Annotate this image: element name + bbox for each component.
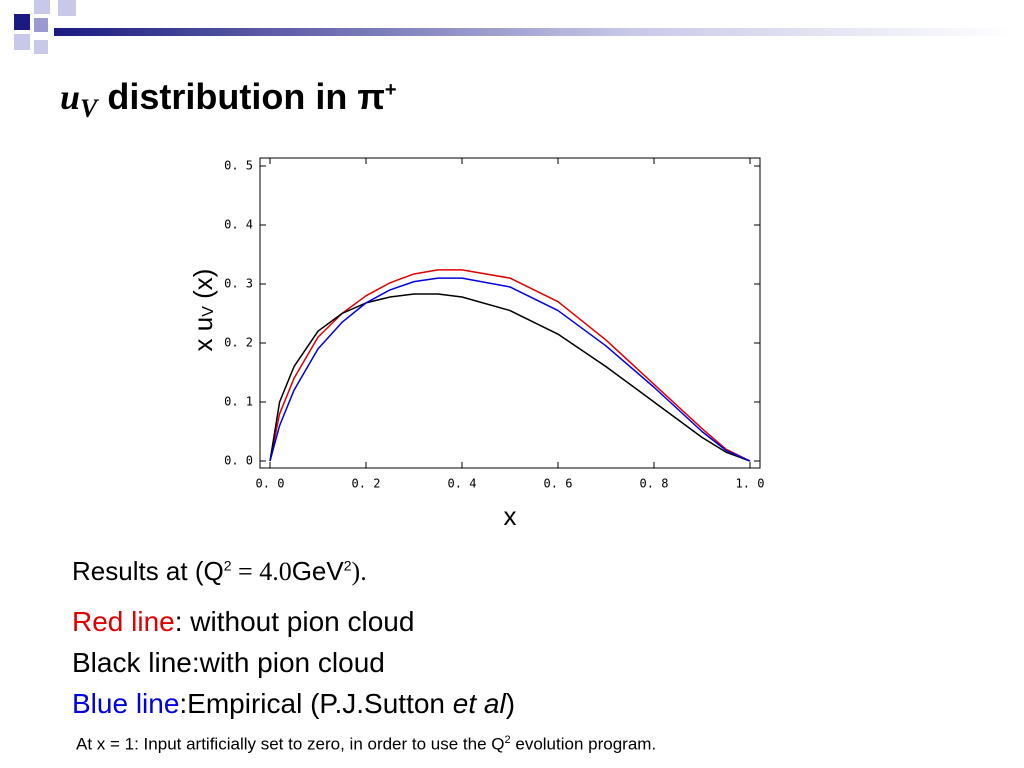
y-tick-label: 0. 2 (224, 336, 253, 350)
results-lead: Results at (72, 556, 188, 586)
y-label-sub: V (200, 306, 217, 317)
y-label-post: (x) (188, 269, 218, 307)
red-key: Red line (72, 606, 175, 637)
x-axis-label: x (504, 501, 517, 531)
y-label-pre: x u (188, 317, 218, 352)
series-line (269, 277, 751, 462)
title-var: u (60, 77, 81, 117)
decoration (0, 0, 1024, 60)
note-sup: 2 (504, 734, 511, 746)
y-tick-label: 0. 1 (224, 395, 253, 409)
y-axis-label: x uV (x) (188, 269, 218, 352)
red-desc: : without pion cloud (174, 606, 415, 637)
series-line (269, 269, 751, 462)
black-line-text: Black line:with pion cloud (72, 647, 385, 678)
y-tick-label: 0. 3 (224, 277, 253, 291)
footnote: At x = 1: Input artificially set to zero… (76, 734, 656, 755)
formula-mid: = 4.0 (231, 557, 292, 586)
title-sub: V (80, 94, 98, 124)
blue-end: ) (505, 688, 516, 719)
results-line: Results at (Q2 = 4.0GeV2). (72, 556, 367, 587)
x-tick-label: 0. 2 (352, 477, 381, 491)
x-tick-label: 0. 8 (640, 477, 669, 491)
blue-ital: et al (452, 688, 506, 719)
blue-desc: :Empirical (P.J.Sutton (179, 688, 453, 719)
formula-open: (Q (194, 556, 224, 586)
formula-sup: 2 (343, 557, 352, 574)
formula-end: ). (351, 557, 367, 586)
y-tick-label: 0. 4 (224, 218, 253, 232)
y-tick-label: 0. 0 (224, 454, 253, 468)
blue-key: Blue line (72, 688, 180, 719)
note-text: At x = 1: Input artificially set to zero… (76, 734, 505, 754)
series-line (269, 293, 751, 462)
y-tick-label: 0. 5 (224, 159, 253, 173)
x-tick-label: 0. 4 (448, 477, 477, 491)
formula-sup: 2 (223, 557, 232, 574)
title-text: distribution in π (107, 76, 385, 117)
title-sup: + (384, 79, 397, 101)
chart: x x uV (x) 0. 0 0. 1 0. 2 0. 3 0. 4 0. 5 0. 0 0… (188, 157, 765, 531)
plot-frame (259, 157, 761, 469)
red-line-text: Red line: without pion cloud (72, 606, 414, 638)
formula-unit: GeV (291, 556, 344, 586)
x-tick-label: 0. 6 (544, 477, 573, 491)
note-end: evolution program. (510, 734, 657, 754)
slide-title: uV distribution in π+ (60, 76, 397, 124)
blue-line-text: Blue line:Empirical (P.J.Sutton et al) (72, 688, 515, 720)
x-tick-label: 1. 0 (736, 477, 765, 491)
x-tick-label: 0. 0 (256, 477, 285, 491)
